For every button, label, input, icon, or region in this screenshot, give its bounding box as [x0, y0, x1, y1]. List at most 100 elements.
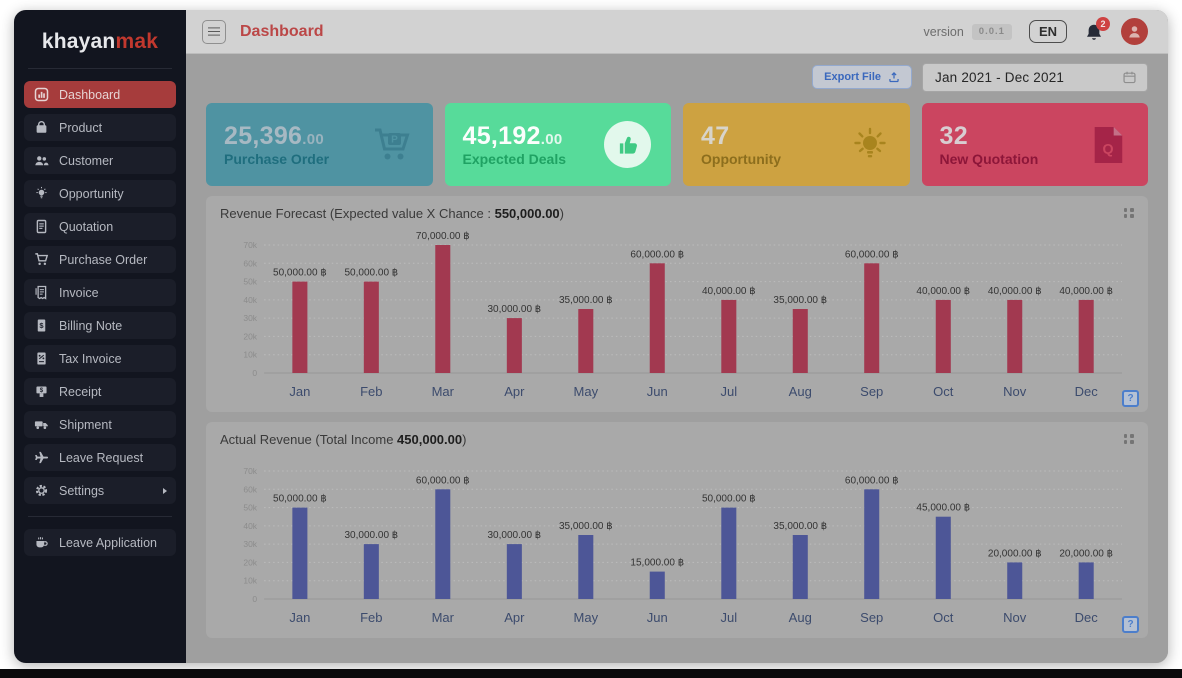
help-icon[interactable]: ?	[1122, 616, 1139, 633]
sidebar-item-shipment[interactable]: Shipment	[24, 411, 176, 438]
svg-text:50k: 50k	[243, 277, 257, 287]
sidebar-item-label: Leave Request	[59, 450, 144, 465]
coffee-icon	[33, 535, 49, 551]
svg-text:35,000.00 ฿: 35,000.00 ฿	[559, 521, 613, 532]
svg-text:60k: 60k	[243, 258, 257, 268]
user-avatar[interactable]	[1121, 18, 1148, 45]
svg-text:40,000.00 ฿: 40,000.00 ฿	[988, 286, 1042, 297]
bar	[1078, 562, 1094, 599]
sidebar-item-settings[interactable]: Settings	[24, 477, 176, 504]
svg-text:20k: 20k	[243, 557, 257, 567]
stat-card-label: New Quotation	[939, 151, 1039, 168]
bar	[435, 245, 451, 373]
sidebar-item-product[interactable]: Product	[24, 114, 176, 141]
sidebar-item-quotation[interactable]: Quotation	[24, 213, 176, 240]
svg-text:10k: 10k	[243, 576, 257, 586]
sidebar-item-label: Dashboard	[59, 87, 121, 102]
sidebar-item-dashboard[interactable]: Dashboard	[24, 81, 176, 108]
topbar: Dashboard version 0.0.1 EN 2	[186, 10, 1168, 54]
svg-text:40k: 40k	[243, 295, 257, 305]
svg-text:Aug: Aug	[789, 384, 812, 399]
help-icon[interactable]: ?	[1122, 390, 1139, 407]
sidebar-divider	[28, 68, 172, 69]
stat-card-value: 47	[701, 121, 730, 150]
svg-text:Oct: Oct	[933, 384, 954, 399]
svg-text:Nov: Nov	[1003, 610, 1027, 625]
bar	[292, 281, 308, 373]
sidebar: khayanmak Dashboard Product Customer Opport…	[14, 10, 186, 663]
bar	[864, 263, 880, 373]
sidebar-item-customer[interactable]: Customer	[24, 147, 176, 174]
svg-text:60k: 60k	[243, 484, 257, 494]
bar	[721, 299, 737, 373]
bar	[935, 516, 951, 599]
svg-text:35,000.00 ฿: 35,000.00 ฿	[773, 295, 827, 306]
app-window: khayanmak Dashboard Product Customer Opport…	[14, 10, 1168, 663]
date-range-picker[interactable]: Jan 2021 - Dec 2021	[922, 62, 1148, 92]
bar	[435, 489, 451, 599]
export-file-label: Export File	[824, 71, 881, 83]
svg-text:Oct: Oct	[933, 610, 954, 625]
bar-chart-svg: 0 10k 20k 30k 40k 50k 60k 70k 50,000.00 ฿ Jan 50,0…	[243, 231, 1122, 399]
svg-text:P: P	[391, 134, 398, 145]
stat-card-text: 45,192.00 Expected Deals	[463, 122, 567, 168]
svg-text:60,000.00 ฿: 60,000.00 ฿	[416, 475, 470, 486]
stat-card-value: 45,192.00	[462, 121, 563, 150]
stat-card-new-quotation[interactable]: 32 New Quotation Q	[921, 103, 1148, 186]
bar-chart: 0 10k 20k 30k 40k 50k 60k 70k 50,000.00 ฿ Jan 50,0…	[220, 227, 1134, 411]
svg-text:10k: 10k	[243, 350, 257, 360]
stat-card-value: 32	[939, 121, 968, 150]
svg-text:40k: 40k	[243, 521, 257, 531]
svg-text:Dec: Dec	[1075, 384, 1099, 399]
svg-text:Mar: Mar	[432, 610, 455, 625]
chart-card-1: Actual Revenue (Total Income 450,000.00)…	[206, 422, 1148, 638]
bar	[649, 263, 665, 373]
svg-text:35,000.00 ฿: 35,000.00 ฿	[559, 295, 613, 306]
svg-text:Q: Q	[1102, 141, 1113, 157]
stat-card-expected-deals[interactable]: 45,192.00 Expected Deals	[444, 103, 671, 186]
sidebar-item-label: Invoice	[59, 285, 99, 300]
sidebar-item-purchase-order[interactable]: Purchase Order	[24, 246, 176, 273]
svg-text:Sep: Sep	[860, 610, 883, 625]
drag-handle-icon[interactable]	[1123, 434, 1135, 444]
svg-text:30k: 30k	[243, 313, 257, 323]
language-button[interactable]: EN	[1028, 20, 1067, 43]
sidebar-item-receipt[interactable]: $ Receipt	[24, 378, 176, 405]
sidebar-item-leave-request[interactable]: Leave Request	[24, 444, 176, 471]
user-icon	[1129, 26, 1140, 38]
svg-text:50,000.00 ฿: 50,000.00 ฿	[273, 494, 327, 505]
notification-bell-icon[interactable]: 2	[1084, 16, 1110, 43]
stat-cards-row: 25,396.00 Purchase Order P 45,192.00 Expecte…	[206, 103, 1148, 186]
svg-text:20k: 20k	[243, 331, 257, 341]
svg-text:Jan: Jan	[289, 610, 310, 625]
quotation-doc-icon: Q	[1094, 126, 1123, 163]
bar	[363, 281, 379, 373]
stat-card-label: Opportunity	[701, 151, 782, 168]
svg-text:40,000.00 ฿: 40,000.00 ฿	[916, 286, 970, 297]
truck-icon	[33, 417, 49, 433]
sidebar-item-tax-invoice[interactable]: Tax Invoice	[24, 345, 176, 372]
sidebar-item-invoice[interactable]: Invoice	[24, 279, 176, 306]
billing-note-icon: $	[33, 318, 49, 334]
svg-text:20,000.00 ฿: 20,000.00 ฿	[1059, 548, 1113, 559]
content-area: Export File Jan 2021 - Dec 2021 25,396.0…	[186, 54, 1168, 663]
drag-handle-icon[interactable]	[1123, 208, 1135, 218]
hamburger-lines	[208, 30, 220, 33]
hamburger-menu-icon[interactable]	[202, 19, 226, 44]
stat-card-purchase-order[interactable]: 25,396.00 Purchase Order P	[206, 103, 433, 186]
svg-text:Nov: Nov	[1003, 384, 1027, 399]
sidebar-item-label: Quotation	[59, 219, 114, 234]
svg-text:20,000.00 ฿: 20,000.00 ฿	[988, 548, 1042, 559]
sidebar-item-leave-application[interactable]: Leave Application	[24, 529, 176, 556]
bar	[864, 489, 880, 599]
thumbs-up-icon	[604, 121, 651, 168]
sidebar-item-billing-note[interactable]: $ Billing Note	[24, 312, 176, 339]
bar-chart-svg: 0 10k 20k 30k 40k 50k 60k 70k 50,000.00 ฿ Jan 30,0…	[243, 466, 1122, 625]
bar	[506, 544, 522, 599]
sidebar-item-label: Opportunity	[59, 186, 124, 201]
export-file-button[interactable]: Export File	[812, 65, 912, 89]
stat-card-opportunity[interactable]: 47 Opportunity	[683, 103, 910, 186]
sidebar-item-opportunity[interactable]: Opportunity	[24, 180, 176, 207]
stat-card-text: 25,396.00 Purchase Order	[224, 122, 329, 168]
bar	[721, 507, 737, 599]
